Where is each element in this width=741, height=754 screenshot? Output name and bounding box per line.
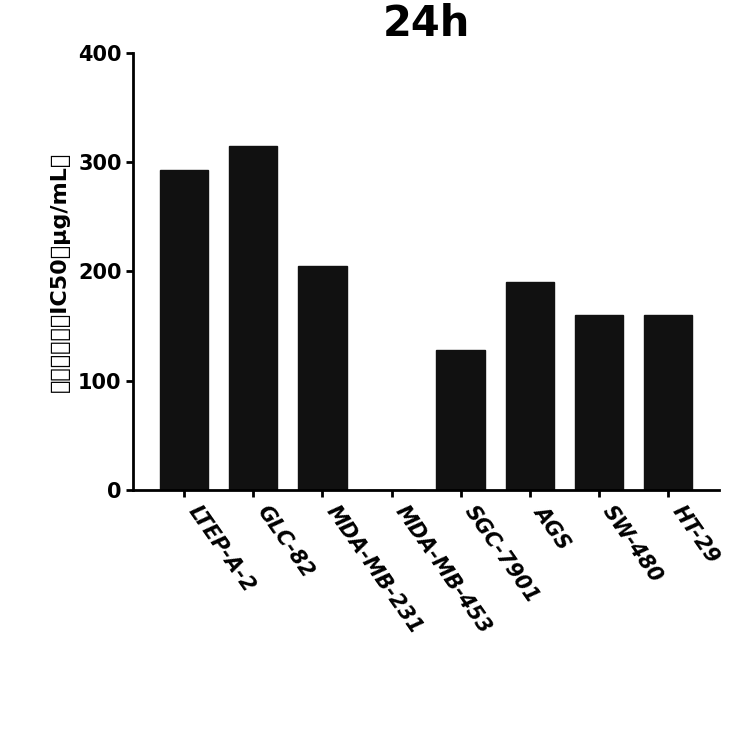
Bar: [644, 315, 692, 490]
Y-axis label: 半数抑制浓度IC50（μg/mL）: 半数抑制浓度IC50（μg/mL）: [50, 152, 70, 391]
Bar: [229, 146, 277, 490]
Bar: [436, 350, 485, 490]
Bar: [160, 170, 208, 490]
Bar: [575, 315, 623, 490]
Bar: [505, 283, 554, 490]
Bar: [298, 266, 347, 490]
Title: 24h: 24h: [382, 3, 470, 45]
